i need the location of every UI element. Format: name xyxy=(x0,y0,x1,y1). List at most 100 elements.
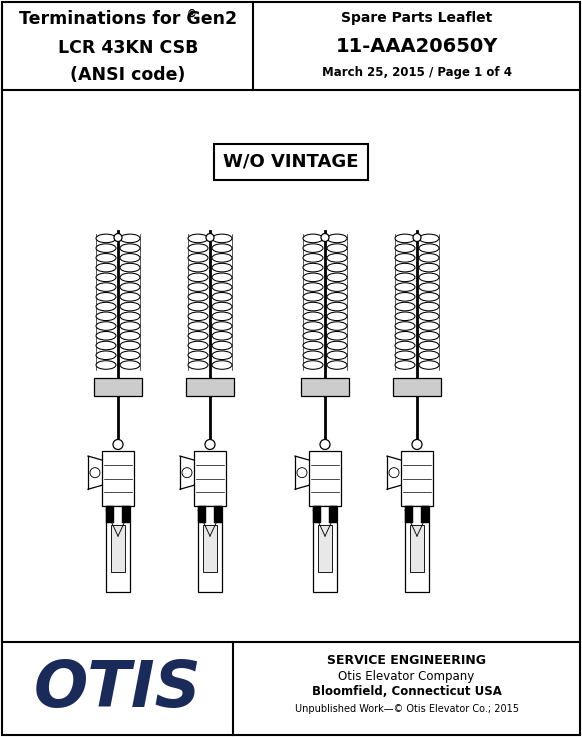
Ellipse shape xyxy=(120,351,140,360)
Bar xyxy=(102,452,134,506)
Text: Unpublished Work—© Otis Elevator Co.; 2015: Unpublished Work—© Otis Elevator Co.; 20… xyxy=(294,704,519,714)
Bar xyxy=(421,506,429,523)
Ellipse shape xyxy=(188,254,208,262)
Ellipse shape xyxy=(212,312,232,321)
Ellipse shape xyxy=(395,302,415,311)
Circle shape xyxy=(206,234,214,242)
Text: Spare Parts Leaflet: Spare Parts Leaflet xyxy=(341,11,492,25)
Ellipse shape xyxy=(188,332,208,340)
Circle shape xyxy=(412,439,422,450)
Bar xyxy=(94,379,142,397)
Bar xyxy=(405,506,413,523)
Bar xyxy=(309,452,341,506)
Bar xyxy=(198,506,206,523)
Text: ®: ® xyxy=(187,9,197,19)
Text: March 25, 2015 / Page 1 of 4: March 25, 2015 / Page 1 of 4 xyxy=(322,66,512,79)
Circle shape xyxy=(321,234,329,242)
Text: SERVICE ENGINEERING: SERVICE ENGINEERING xyxy=(327,654,486,667)
Ellipse shape xyxy=(188,293,208,301)
Ellipse shape xyxy=(395,360,415,369)
Ellipse shape xyxy=(96,332,116,340)
Ellipse shape xyxy=(212,332,232,340)
Ellipse shape xyxy=(303,244,323,252)
Ellipse shape xyxy=(96,341,116,350)
Ellipse shape xyxy=(395,341,415,350)
Bar xyxy=(313,506,321,523)
Bar xyxy=(313,506,337,593)
Ellipse shape xyxy=(96,302,116,311)
Bar xyxy=(214,506,222,523)
Ellipse shape xyxy=(395,234,415,242)
Bar xyxy=(318,525,332,573)
Ellipse shape xyxy=(303,254,323,262)
Bar xyxy=(198,506,222,593)
Ellipse shape xyxy=(327,351,347,360)
Ellipse shape xyxy=(303,283,323,291)
Ellipse shape xyxy=(96,322,116,330)
Text: W/O VINTAGE: W/O VINTAGE xyxy=(223,153,359,171)
Ellipse shape xyxy=(96,263,116,272)
Ellipse shape xyxy=(327,244,347,252)
Ellipse shape xyxy=(303,360,323,369)
Ellipse shape xyxy=(419,332,439,340)
Ellipse shape xyxy=(395,244,415,252)
Bar xyxy=(194,452,226,506)
Bar xyxy=(329,506,337,523)
Ellipse shape xyxy=(212,283,232,291)
Ellipse shape xyxy=(327,263,347,272)
Bar xyxy=(203,525,217,573)
Ellipse shape xyxy=(395,283,415,291)
Text: Terminations for Gen2: Terminations for Gen2 xyxy=(19,10,237,28)
Ellipse shape xyxy=(188,322,208,330)
Circle shape xyxy=(113,439,123,450)
Ellipse shape xyxy=(188,351,208,360)
Ellipse shape xyxy=(419,341,439,350)
Ellipse shape xyxy=(120,273,140,282)
Ellipse shape xyxy=(395,332,415,340)
Ellipse shape xyxy=(419,302,439,311)
Ellipse shape xyxy=(212,273,232,282)
Bar xyxy=(301,379,349,397)
Bar xyxy=(106,506,114,523)
Ellipse shape xyxy=(303,332,323,340)
Ellipse shape xyxy=(212,293,232,301)
Ellipse shape xyxy=(327,302,347,311)
Ellipse shape xyxy=(327,273,347,282)
Ellipse shape xyxy=(96,283,116,291)
Ellipse shape xyxy=(188,360,208,369)
Circle shape xyxy=(389,468,399,478)
Ellipse shape xyxy=(120,322,140,330)
Ellipse shape xyxy=(303,312,323,321)
Ellipse shape xyxy=(419,263,439,272)
Ellipse shape xyxy=(188,341,208,350)
Ellipse shape xyxy=(188,234,208,242)
Ellipse shape xyxy=(303,234,323,242)
Ellipse shape xyxy=(395,312,415,321)
Bar xyxy=(122,506,130,523)
Ellipse shape xyxy=(96,254,116,262)
Ellipse shape xyxy=(188,283,208,291)
Ellipse shape xyxy=(419,351,439,360)
Ellipse shape xyxy=(327,293,347,301)
Ellipse shape xyxy=(395,273,415,282)
Ellipse shape xyxy=(212,244,232,252)
Ellipse shape xyxy=(120,263,140,272)
Ellipse shape xyxy=(419,360,439,369)
Ellipse shape xyxy=(120,312,140,321)
Ellipse shape xyxy=(96,312,116,321)
Circle shape xyxy=(205,439,215,450)
Ellipse shape xyxy=(303,341,323,350)
Ellipse shape xyxy=(419,322,439,330)
Ellipse shape xyxy=(395,254,415,262)
Ellipse shape xyxy=(419,254,439,262)
Ellipse shape xyxy=(96,360,116,369)
Ellipse shape xyxy=(395,293,415,301)
Ellipse shape xyxy=(120,244,140,252)
Ellipse shape xyxy=(303,351,323,360)
Ellipse shape xyxy=(327,322,347,330)
Ellipse shape xyxy=(96,351,116,360)
Ellipse shape xyxy=(327,283,347,291)
Bar xyxy=(186,379,234,397)
Ellipse shape xyxy=(419,234,439,242)
Ellipse shape xyxy=(120,254,140,262)
